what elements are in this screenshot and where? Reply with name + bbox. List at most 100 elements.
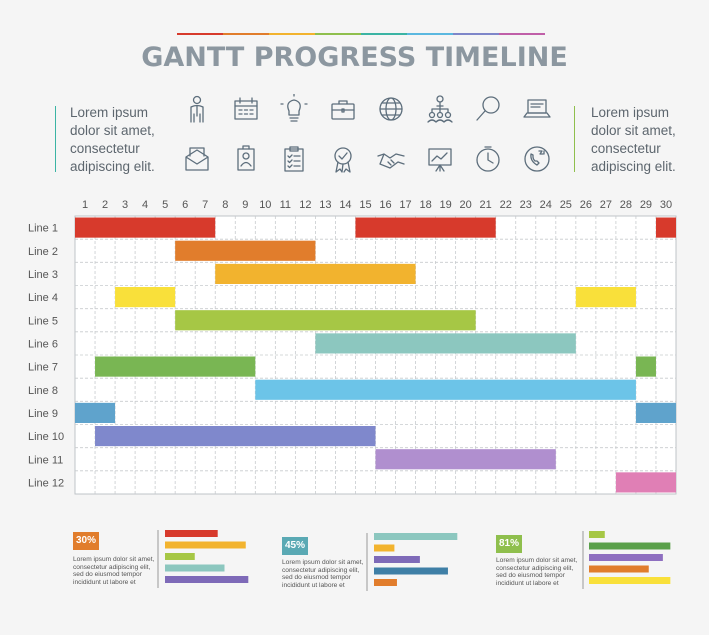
lightbulb-icon [279,93,309,124]
x-tick-label: 19 [439,199,451,211]
gantt-bar [635,402,676,423]
clock-icon [473,144,503,174]
rainbow-segment [269,33,316,35]
x-tick-label: 9 [242,199,248,211]
gantt-bar [215,263,416,284]
rainbow-segment [407,33,454,35]
checklist-icon [279,144,309,174]
rainbow-segment [315,33,362,35]
percent-flag: 45% [282,537,308,555]
x-tick-label: 17 [399,199,411,211]
widget-bar [589,554,663,561]
widget-bar [589,577,671,584]
rainbow-segment [361,33,408,35]
calendar-icon [231,94,261,124]
x-tick-label: 28 [620,199,632,211]
x-tick-label: 27 [600,199,612,211]
x-tick-label: 24 [540,199,552,211]
x-tick-label: 11 [280,199,291,211]
widget-description: Lorem ipsum dolor sit amet, consectetur … [73,556,155,586]
row-label: Line 7 [28,362,58,374]
x-tick-label: 26 [580,199,592,211]
rainbow-segment [453,33,500,35]
row-label: Line 9 [28,408,58,420]
support-phone-icon [522,144,552,174]
widget-bar [374,556,420,563]
widget-bar [165,576,249,583]
briefcase-icon [328,94,358,124]
widget-description: Lorem ipsum dolor sit amet, consectetur … [496,557,578,587]
presentation-board-icon [425,144,455,174]
intro-text-right: Lorem ipsum dolor sit amet, consectetur … [591,105,676,174]
gantt-bar [635,356,656,377]
gantt-bar [75,217,216,238]
gantt-bar [575,287,636,308]
laptop-icon [522,94,552,124]
x-tick-label: 4 [142,199,148,211]
row-label: Line 10 [28,431,64,443]
percent-flag: 81% [496,535,522,553]
businessman-icon [182,94,212,124]
envelope-icon [182,144,212,174]
row-label: Line 5 [28,315,58,327]
row-label: Line 1 [28,223,58,235]
gantt-bar [175,240,316,261]
widget-bar [165,553,195,560]
x-tick-label: 29 [640,199,652,211]
gantt-bar [315,333,576,354]
x-tick-label: 10 [259,199,271,211]
intro-text-left: Lorem ipsum dolor sit amet, consectetur … [70,105,155,174]
x-tick-label: 5 [162,199,168,211]
widget-bar [165,530,218,537]
x-tick-label: 3 [122,199,128,211]
globe-icon [376,94,406,124]
row-label: Line 2 [28,246,58,258]
rainbow-segment [223,33,270,35]
rainbow-segment [499,33,545,35]
x-tick-label: 6 [182,199,188,211]
percent-flag: 30% [73,532,99,550]
row-label: Line 11 [28,454,63,466]
row-label: Line 4 [28,292,58,304]
row-label: Line 8 [28,385,58,397]
row-label: Line 6 [28,338,58,350]
x-tick-label: 12 [299,199,311,211]
x-tick-label: 13 [319,199,331,211]
x-tick-label: 14 [339,199,351,211]
widget-bar [374,567,448,575]
rainbow-segment [177,33,224,35]
award-medal-icon [328,144,358,174]
x-tick-label: 23 [520,199,532,211]
right-accent-line [574,106,575,172]
widget-bar [165,564,225,572]
gantt-bar [615,472,676,493]
gantt-bar [355,217,496,238]
widget-bar [589,531,605,538]
row-label: Line 3 [28,269,58,281]
x-tick-label: 20 [460,199,472,211]
x-tick-label: 7 [202,199,208,211]
x-tick-label: 22 [500,199,512,211]
x-tick-label: 30 [660,199,672,211]
x-tick-label: 21 [480,199,492,211]
x-tick-label: 1 [82,199,88,211]
gantt-bar [75,402,116,423]
handshake-icon [376,144,406,174]
magnifier-icon [473,94,503,124]
x-tick-label: 18 [419,199,431,211]
widget-bar [374,579,397,586]
title-rainbow-line [177,33,545,35]
org-chart-icon [425,94,455,124]
x-tick-label: 15 [359,199,371,211]
widget-bar [589,565,649,573]
left-accent-line [55,106,56,172]
gantt-bar [255,379,636,400]
x-tick-label: 25 [560,199,572,211]
x-tick-label: 16 [379,199,391,211]
page-title: GANTT PROGRESS TIMELINE [141,42,568,73]
gantt-bar [95,356,256,377]
x-tick-label: 2 [102,199,108,211]
gantt-bar [95,426,376,447]
